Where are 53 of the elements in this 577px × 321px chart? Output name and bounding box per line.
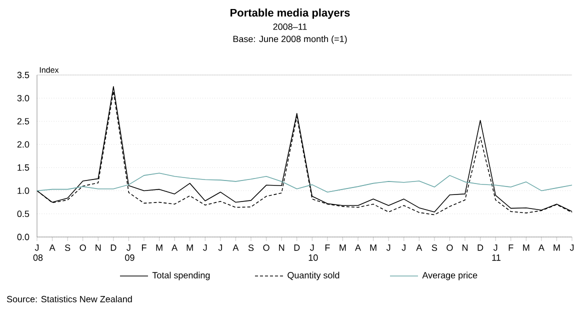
y-tick-label: 0.5 [17,210,30,218]
legend-label: Quantity sold [288,272,340,280]
text: Base: June 2008 month (=1) [233,36,347,44]
y-axis-title: Index [40,66,59,73]
x-tick-label: F [325,244,330,251]
y-tick-label: 3.5 [17,72,30,78]
x-tick-label: A [355,244,361,251]
x-tick-label: S [64,244,70,251]
x-tick-label: N [96,244,101,251]
x-tick-label: O [263,244,270,251]
x-tick-label: D [294,244,300,251]
x-tick-label: S [432,244,438,251]
x-tick-label: D [110,244,116,251]
x-tick-label: J 11 [492,244,500,261]
x-tick-label: J [570,244,574,251]
x-tick-label: J [203,244,207,251]
y-tick-label: 0.0 [17,234,30,240]
y-tick-label: 1.5 [18,164,30,171]
source-note: Source: Statistics New Zealand [6,296,132,302]
x-tick-label: F [508,244,514,251]
x-tick-label: N [279,244,284,251]
y-tick-label: 2.5 [17,118,30,124]
x-tick-label: O [80,244,86,251]
line-series [36,172,572,192]
x-tick-label: A [232,244,239,251]
x-tick-label: M [156,244,162,251]
x-tick-label: J [386,244,390,251]
x-tick-label: M [554,244,560,251]
x-tick-label: J 10 [308,244,318,261]
x-tick-label: A [172,244,178,251]
x-tick-label: M [523,244,530,251]
x-tick-label: J [218,244,222,251]
y-tick-label: 3.0 [17,94,30,102]
x-tick-label: A [416,244,422,251]
x-tick-label: J 08 [33,244,43,261]
x-tick-label: D [478,244,484,251]
x-tick-label: J 09 [125,244,134,261]
x-tick-label: M [340,244,346,251]
y-tick-label: 1.0 [18,188,30,194]
chart-title: Portable media players [230,8,350,19]
x-tick-label: M [370,244,376,251]
x-tick-label: J [402,244,406,251]
chart-subtitle: 2008–11 [273,24,307,30]
x-tick-label: A [538,244,544,251]
legend-label: Average price [422,272,478,280]
x-tick-label: M [186,244,193,251]
x-tick-label: O [446,244,453,251]
x-tick-label: S [248,244,254,251]
y-tick-label: 2.0 [17,141,30,148]
x-tick-label: N [462,244,468,251]
legend-label: Total spending [152,272,210,280]
x-tick-label: A [49,244,56,251]
x-tick-label: F [142,244,146,251]
